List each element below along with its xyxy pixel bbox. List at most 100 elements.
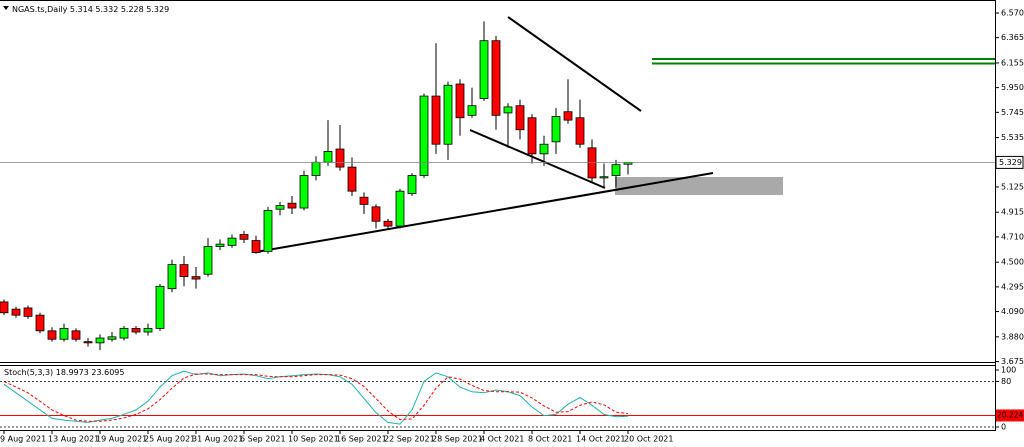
x-tick-label: 4 Oct 2021 (480, 435, 524, 444)
candle-body (599, 176, 609, 179)
candle-body (107, 336, 117, 340)
candle-body (275, 205, 285, 210)
candle-body (431, 95, 441, 145)
signal-value: 23.6095 (91, 368, 124, 377)
candle-body (299, 175, 309, 209)
candle-body (215, 243, 225, 247)
x-tick-label: 19 Aug 2021 (96, 435, 147, 444)
y-tick-label: 5.745 (1001, 108, 1024, 117)
indicator-header: Stoch(5,3,3) 18.9973 23.6095 (4, 368, 124, 377)
trend-line (255, 172, 714, 253)
candle-body (323, 151, 333, 163)
current-price-box (995, 155, 1024, 169)
candle-body (203, 246, 213, 275)
candle-body (35, 314, 45, 332)
y-tick-label: 4.295 (1001, 282, 1024, 291)
candle-body (263, 210, 273, 252)
level-label: 20.2247 (997, 410, 1024, 419)
main-value: 18.9973 (56, 368, 89, 377)
zone (615, 177, 783, 195)
candle-body (467, 105, 477, 116)
header-arrow (3, 6, 9, 10)
candle-body (59, 328, 69, 340)
candle-body (251, 240, 261, 253)
candle-body (71, 330, 81, 340)
candle-body (611, 164, 621, 176)
trend-line (469, 129, 606, 189)
candle-body (539, 143, 549, 155)
y-tick-label: 3.880 (1001, 332, 1024, 341)
y-tick-label: 4.500 (1001, 258, 1024, 267)
candle-body (167, 264, 177, 290)
x-tick-label: 6 Sep 2021 (240, 435, 286, 444)
x-tick-label: 22 Sep 2021 (384, 435, 435, 444)
candle-body (131, 328, 141, 333)
current-price-label: 5.329 (999, 158, 1022, 167)
x-tick-label: 25 Aug 2021 (144, 435, 195, 444)
y-tick-label: 5.535 (1001, 133, 1024, 142)
x-tick-label: 8 Oct 2021 (528, 435, 572, 444)
candle-body (551, 116, 561, 143)
x-tick-label: 13 Aug 2021 (48, 435, 99, 444)
candle-body (83, 341, 93, 344)
candle-body (383, 220, 393, 227)
candle-body (575, 117, 585, 145)
x-tick-label: 28 Sep 2021 (432, 435, 483, 444)
high-value: 5.332 (95, 5, 118, 14)
candle-body (479, 40, 489, 99)
drawings (255, 16, 995, 253)
candle-body (227, 237, 237, 246)
y-tick-label: 5.125 (1001, 182, 1024, 191)
y-tick-label: 6.570 (1001, 9, 1024, 18)
candle-body (119, 328, 129, 339)
candle-body (239, 234, 249, 240)
candle-body (527, 117, 537, 155)
candle-body (503, 106, 513, 114)
candle-body (587, 147, 597, 179)
y-tick-label: 4.090 (1001, 307, 1024, 316)
y-tick-label: 6.155 (1001, 58, 1024, 67)
x-tick-label: 10 Sep 2021 (288, 435, 339, 444)
x-tick-label: 16 Sep 2021 (336, 435, 387, 444)
y-tick-label: 4.710 (1001, 232, 1024, 241)
candle-body (179, 264, 189, 278)
candle-body (419, 95, 429, 176)
symbol: NGAS.ts,Daily (12, 5, 68, 14)
y-tick-label: 3.675 (1001, 357, 1024, 366)
y-tick-label: 5.950 (1001, 83, 1024, 92)
y-tick-label: 6.365 (1001, 33, 1024, 42)
candle-body (311, 161, 321, 176)
candle-body (455, 83, 465, 119)
y-tick-label: 80 (1001, 377, 1011, 386)
y-tick-label: 0 (1001, 422, 1006, 431)
candle-body (143, 328, 153, 333)
candle-body (155, 285, 165, 329)
candle-body (23, 307, 33, 317)
candle-body (347, 166, 357, 192)
candle-body (335, 148, 345, 168)
candle-body (95, 337, 105, 344)
x-tick-label: 14 Oct 2021 (576, 435, 625, 444)
candle-body (11, 308, 21, 316)
x-tick-label: 20 Oct 2021 (624, 435, 673, 444)
candle-body (371, 206, 381, 222)
low-value: 5.228 (121, 5, 144, 14)
candle-body (191, 276, 201, 280)
candle-body (47, 330, 57, 340)
trend-line (507, 16, 642, 112)
indicator-name: Stoch(5,3,3) (4, 368, 53, 377)
candle-body (491, 40, 501, 116)
candle-body (407, 175, 417, 194)
open-value: 5.314 (70, 5, 93, 14)
x-tick-label: 9 Aug 2021 (0, 435, 46, 444)
y-tick-label: 100 (1001, 366, 1016, 375)
candle-body (287, 202, 297, 209)
candle-body (395, 190, 405, 227)
candle-body (359, 196, 369, 205)
x-tick-label: 31 Aug 2021 (192, 435, 243, 444)
candle-body (0, 301, 9, 314)
y-tick-label: 4.915 (1001, 208, 1024, 217)
chart-header: NGAS.ts,Daily 5.314 5.332 5.228 5.329 (12, 5, 169, 14)
